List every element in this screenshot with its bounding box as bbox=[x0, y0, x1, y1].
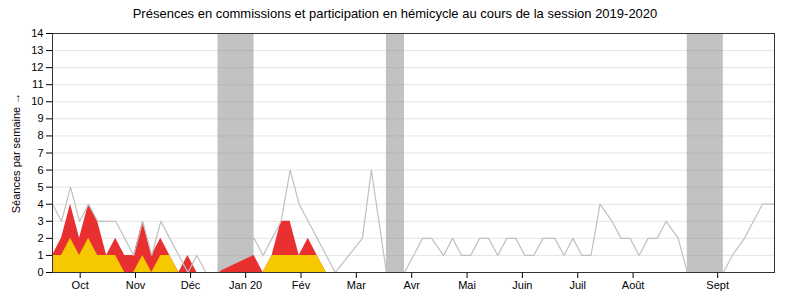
svg-text:Mar: Mar bbox=[347, 279, 366, 291]
svg-text:Mai: Mai bbox=[458, 279, 476, 291]
svg-text:Avr: Avr bbox=[404, 279, 421, 291]
html-text:Présences en commissions et pa: Présences en commissions et participatio… bbox=[132, 6, 658, 21]
svg-text:Nov: Nov bbox=[126, 279, 146, 291]
svg-text:Fév: Fév bbox=[292, 279, 311, 291]
svg-text:Juin: Juin bbox=[512, 279, 532, 291]
svg-text:12: 12 bbox=[31, 61, 43, 73]
svg-text:Juil: Juil bbox=[569, 279, 586, 291]
svg-text:1: 1 bbox=[37, 249, 43, 261]
svg-text:14: 14 bbox=[31, 27, 43, 39]
svg-text:2: 2 bbox=[37, 232, 43, 244]
svg-text:11: 11 bbox=[32, 78, 43, 90]
svg-text:7: 7 bbox=[37, 147, 43, 159]
svg-text:Séances par semaine →: Séances par semaine → bbox=[10, 93, 22, 213]
svg-text:Déc: Déc bbox=[181, 279, 201, 291]
svg-text:5: 5 bbox=[37, 181, 43, 193]
svg-text:10: 10 bbox=[31, 95, 43, 107]
svg-text:4: 4 bbox=[37, 198, 43, 210]
svg-text:Oct: Oct bbox=[72, 279, 89, 291]
svg-text:Août: Août bbox=[622, 279, 645, 291]
svg-text:6: 6 bbox=[37, 164, 43, 176]
svg-text:3: 3 bbox=[37, 215, 43, 227]
svg-text:9: 9 bbox=[37, 112, 43, 124]
svg-text:13: 13 bbox=[31, 44, 43, 56]
svg-text:Sept: Sept bbox=[706, 279, 729, 291]
svg-text:8: 8 bbox=[37, 129, 43, 141]
svg-text:0: 0 bbox=[37, 266, 43, 278]
svg-text:Jan 20: Jan 20 bbox=[229, 279, 262, 291]
